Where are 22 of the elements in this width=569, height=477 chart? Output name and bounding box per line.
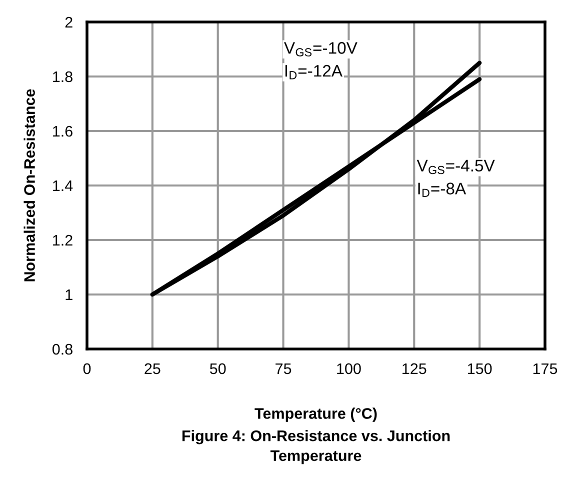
x-tick-label: 100 bbox=[337, 363, 361, 374]
text: Figure 4: On-Resistance vs. Junction Temperature bbox=[182, 430, 450, 464]
x-tick-label: 75 bbox=[276, 363, 292, 374]
x-axis-title: Temperature (°C) bbox=[254, 408, 377, 422]
x-tick-label: 175 bbox=[533, 363, 558, 374]
x-tick-label: 0 bbox=[83, 363, 91, 374]
x-tick-label: 125 bbox=[402, 363, 426, 374]
annotation: V$_{GS}$=-10V bbox=[284, 42, 358, 56]
x-tick-label: 50 bbox=[210, 363, 226, 374]
y-tick-label: 1.8 bbox=[53, 71, 72, 82]
y-tick-label: 2 bbox=[65, 16, 72, 28]
y-tick-label: 1.2 bbox=[53, 234, 72, 246]
annotation: V$_{GS}$=-4.5V bbox=[416, 160, 495, 174]
y-tick-label: 1.4 bbox=[53, 180, 73, 192]
x-tick-label: 25 bbox=[144, 363, 160, 374]
annotation: I$_{D}$=-12A bbox=[285, 64, 342, 80]
y-tick-label: 0.8 bbox=[52, 344, 72, 355]
y-axis-title: Normalized On-Resistance bbox=[24, 89, 35, 282]
annotation: I$_{D}$=-8A bbox=[418, 182, 466, 197]
y-tick-label: 1 bbox=[66, 290, 72, 300]
y-tick-label: 1.6 bbox=[53, 126, 72, 137]
x-tick-label: 150 bbox=[468, 363, 492, 374]
